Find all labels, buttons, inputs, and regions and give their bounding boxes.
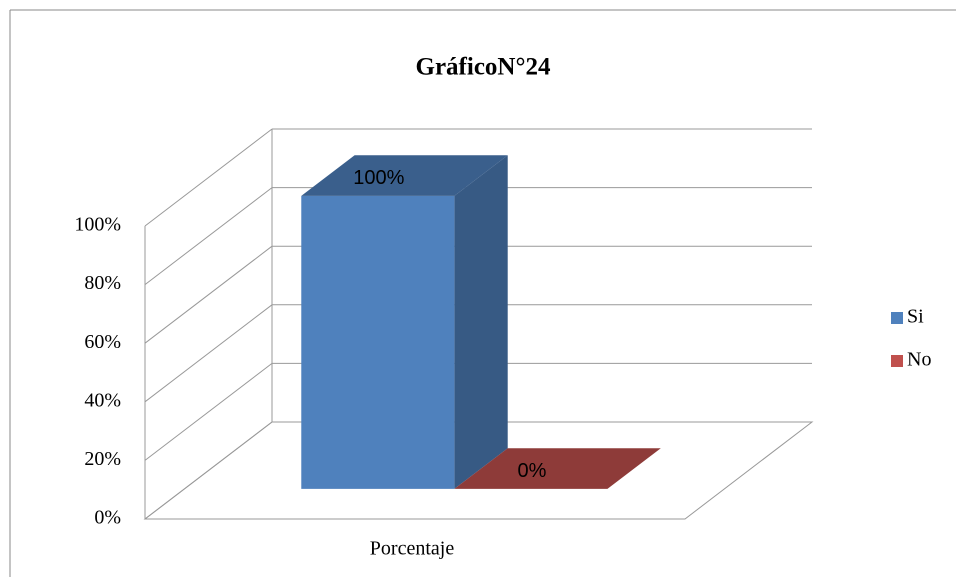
grid-line <box>144 304 273 403</box>
grid-line <box>144 187 273 285</box>
y-tick-label: 100% <box>74 214 121 236</box>
y-tick-label: 60% <box>84 331 121 353</box>
legend-swatch <box>891 312 903 324</box>
bar-top <box>454 448 661 489</box>
bar-front <box>301 195 455 489</box>
legend-label: Si <box>907 306 924 328</box>
grid-line <box>144 128 273 227</box>
y-tick-label: 0% <box>94 507 121 529</box>
y-tick-label: 80% <box>84 272 121 294</box>
grid-line <box>144 363 273 461</box>
y-tick-label: 40% <box>84 389 121 411</box>
value-label: 100% <box>353 167 404 189</box>
bar <box>454 448 661 489</box>
legend-swatch <box>891 355 903 367</box>
bar-top <box>301 155 508 196</box>
x-tick-label: Porcentaje <box>370 538 455 560</box>
grid-line <box>144 245 273 344</box>
bar <box>301 155 508 489</box>
chart-title: GráficoN°24 <box>416 54 551 81</box>
legend-label: No <box>907 349 931 371</box>
y-tick-label: 20% <box>84 448 121 470</box>
bar-side <box>454 155 508 489</box>
grid-line <box>144 421 273 520</box>
value-label: 0% <box>517 460 546 482</box>
